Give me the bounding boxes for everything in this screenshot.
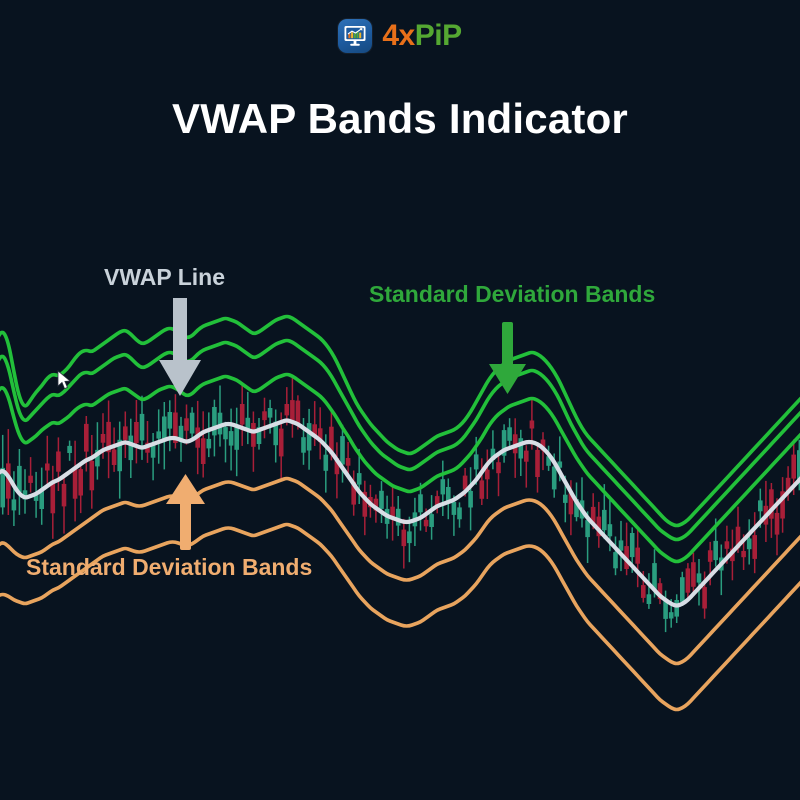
annotation-label-vwap-line: VWAP Line bbox=[104, 264, 225, 290]
band-line-4 bbox=[0, 476, 800, 666]
band-line-5 bbox=[0, 522, 800, 712]
brand-wordmark-suffix: PiP bbox=[414, 19, 462, 52]
monitor-chart-logo-icon bbox=[338, 19, 373, 53]
annotation-label-sd-bands-upper: Standard Deviation Bands bbox=[369, 281, 656, 307]
band-line-0 bbox=[0, 314, 800, 528]
band-line-2 bbox=[0, 372, 800, 564]
brand-wordmark: 4xPiP bbox=[382, 19, 462, 52]
arrow-down-icon-sd-upper bbox=[489, 322, 526, 394]
brand-logo[interactable]: 4xPiP bbox=[0, 14, 800, 58]
arrow-down-icon-vwap bbox=[159, 298, 201, 396]
page-title: VWAP Bands Indicator bbox=[172, 95, 628, 142]
annotation-label-sd-bands-lower: Standard Deviation Bands bbox=[26, 554, 313, 580]
band-lines-group bbox=[0, 314, 800, 712]
brand-wordmark-prefix: 4x bbox=[382, 19, 415, 52]
mouse-pointer-icon bbox=[57, 370, 72, 390]
band-line-3 bbox=[0, 418, 800, 608]
arrow-up-icon-sd-lower bbox=[166, 474, 205, 550]
band-line-1 bbox=[0, 338, 800, 542]
